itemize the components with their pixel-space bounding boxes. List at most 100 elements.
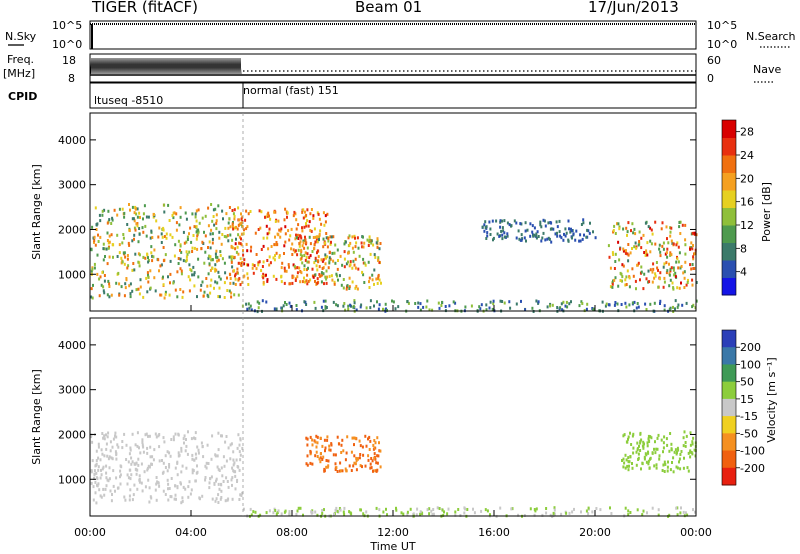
echo-point [315, 445, 318, 449]
echo-point [127, 264, 130, 268]
echo-point [172, 435, 175, 439]
echo-point [157, 481, 160, 485]
echo-point [677, 266, 680, 270]
echo-point [132, 262, 135, 265]
echo-point [310, 510, 313, 514]
echo-point [314, 258, 317, 262]
echo-point [284, 240, 287, 244]
echo-point [272, 256, 275, 260]
echo-point [655, 463, 658, 467]
echo-point [521, 237, 524, 241]
echo-point [336, 435, 339, 439]
echo-point [293, 210, 296, 214]
echo-point [292, 214, 295, 218]
echo-point [529, 507, 532, 511]
echo-point [570, 227, 572, 231]
echo-point [357, 457, 359, 461]
echo-point [555, 220, 558, 224]
echo-point [258, 301, 261, 305]
echo-point [192, 234, 195, 237]
echo-point [318, 273, 321, 277]
echo-point [444, 305, 447, 308]
echo-point [643, 455, 646, 459]
echo-point [586, 302, 589, 306]
echo-point [386, 513, 388, 517]
echo-point [268, 231, 271, 235]
echo-point [130, 473, 133, 477]
echo-point [679, 232, 682, 235]
echo-point [311, 443, 314, 447]
echo-point [249, 304, 252, 308]
echo-point [324, 306, 327, 310]
echo-point [679, 511, 682, 515]
echo-point [443, 510, 445, 514]
echo-point [664, 462, 667, 466]
echo-point [367, 260, 370, 264]
echo-point [544, 238, 547, 242]
echo-point [262, 282, 265, 286]
echo-point [578, 239, 581, 243]
echo-point [338, 442, 341, 446]
echo-point [107, 431, 110, 435]
echo-point [362, 512, 365, 516]
echo-point [118, 207, 121, 211]
echo-point [211, 497, 214, 501]
echo-point [211, 241, 214, 245]
echo-point [537, 301, 540, 305]
echo-point [357, 267, 360, 271]
echo-point [376, 300, 378, 304]
echo-point [241, 225, 244, 229]
echo-point [168, 465, 171, 469]
echo-point [164, 493, 167, 496]
echo-point [639, 278, 641, 282]
echo-point [242, 253, 245, 257]
echo-point [152, 212, 155, 216]
echo-point [267, 211, 270, 215]
echo-point [290, 227, 293, 231]
echo-point [319, 436, 322, 440]
echo-point [373, 268, 376, 272]
echo-point [593, 307, 596, 311]
echo-point [120, 285, 123, 289]
echo-point [650, 228, 653, 232]
echo-point [123, 262, 126, 266]
echo-point [136, 207, 139, 211]
echo-point [185, 444, 188, 448]
echo-point [301, 261, 304, 265]
echo-point [109, 489, 112, 493]
echo-point [127, 460, 130, 464]
echo-point [649, 456, 652, 460]
echo-point [150, 462, 153, 466]
echo-point [217, 448, 220, 452]
echo-point [133, 462, 136, 466]
echo-point [214, 499, 217, 503]
echo-point [369, 462, 372, 466]
echo-point [124, 498, 127, 502]
echo-point [196, 234, 199, 238]
echo-point [536, 230, 539, 234]
echo-point [659, 250, 662, 254]
echo-point [184, 211, 187, 215]
echo-point [579, 233, 582, 237]
echo-point [97, 482, 100, 486]
echo-point [372, 443, 375, 447]
echo-point [124, 282, 127, 286]
echo-point [325, 465, 328, 469]
echo-point [369, 306, 372, 310]
echo-point [223, 464, 226, 468]
echo-point [651, 451, 654, 455]
echo-point [506, 234, 509, 238]
echo-point [397, 305, 400, 309]
echo-point [319, 274, 321, 278]
echo-point [624, 249, 627, 253]
echo-point [541, 236, 544, 240]
nsky-panel: N.Sky 10^5 10^0 10^5 10^0 N.Search [5, 19, 796, 51]
echo-point [675, 465, 678, 469]
echo-point [126, 257, 129, 261]
echo-point [229, 443, 232, 447]
echo-point [385, 507, 387, 511]
echo-point [174, 493, 177, 497]
echo-point [220, 242, 223, 246]
echo-point [343, 506, 346, 510]
echo-point [142, 445, 145, 449]
